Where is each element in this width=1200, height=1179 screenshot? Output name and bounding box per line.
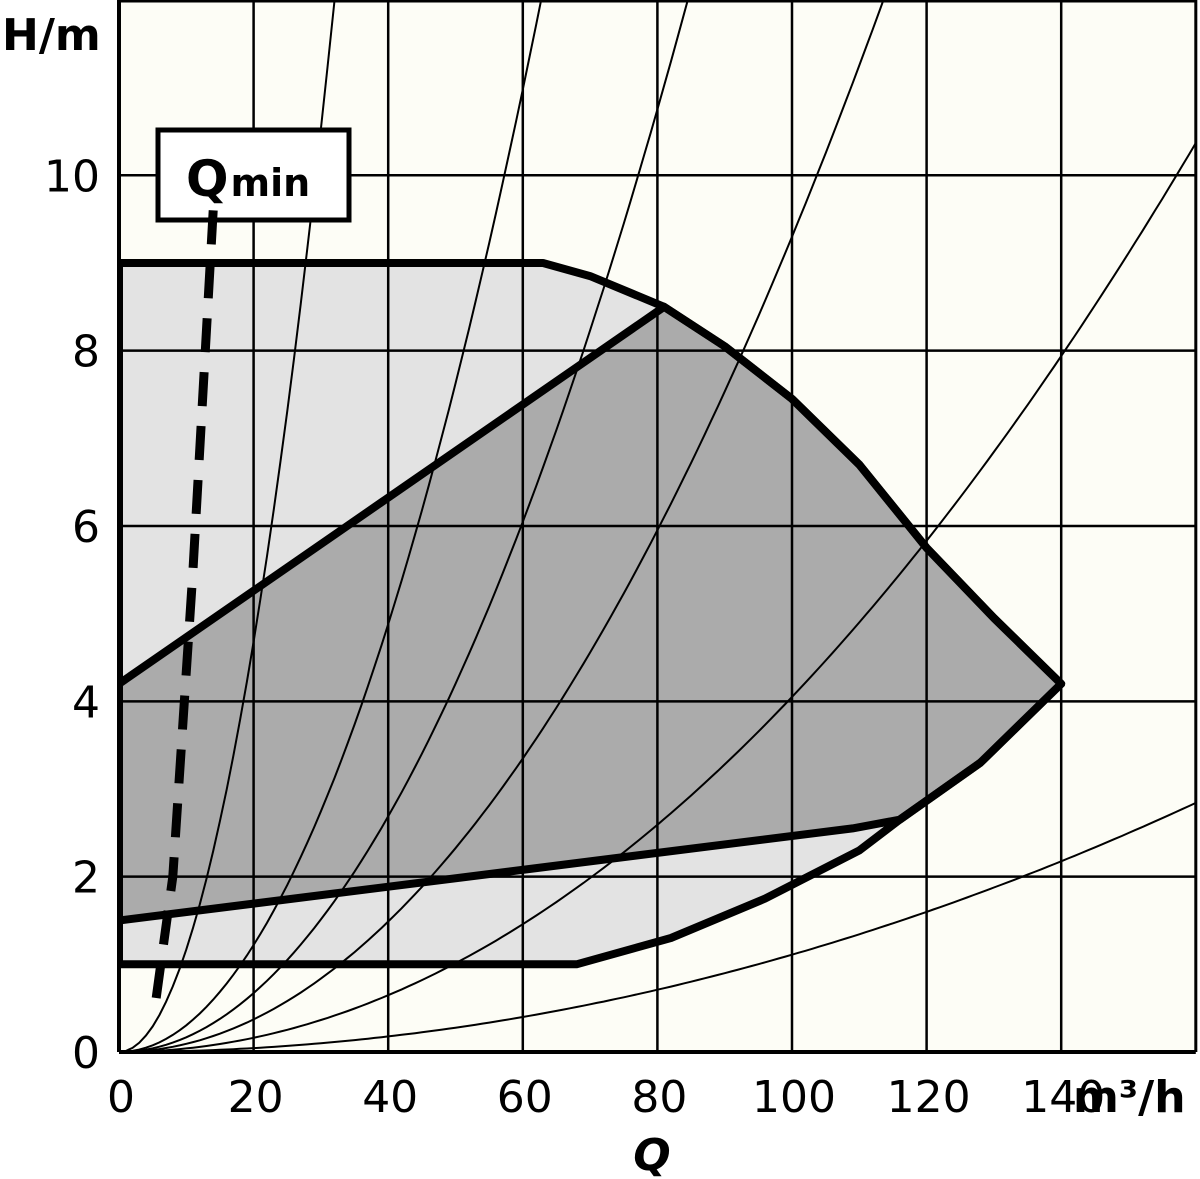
y-tick-label: 4 bbox=[72, 677, 100, 728]
x-tick-labels: 0 20 40 60 80 100 120 140 bbox=[107, 1072, 1105, 1123]
system-curve-0 bbox=[119, 0, 336, 1052]
operating-region-outline-1 bbox=[119, 302, 1066, 925]
y-tick-label: 0 bbox=[72, 1028, 100, 1079]
qmin-label-sub: min bbox=[231, 161, 311, 205]
x-tick-label: 140 bbox=[1021, 1072, 1105, 1123]
system-curve-2 bbox=[119, 0, 689, 1052]
y-axis-label: H/m bbox=[2, 10, 101, 61]
y-tick-label: 10 bbox=[44, 151, 100, 202]
system-curve-3 bbox=[119, 0, 885, 1052]
x-tick-label: 40 bbox=[362, 1072, 418, 1123]
operating-region-fill-1 bbox=[119, 306, 1062, 921]
system-curve-1 bbox=[119, 0, 543, 1052]
x-tick-label: 80 bbox=[631, 1072, 687, 1123]
x-axis-label: Q bbox=[633, 1130, 670, 1179]
x-tick-label: 60 bbox=[497, 1072, 553, 1123]
system-curve-5 bbox=[119, 801, 1196, 1052]
y-tick-label: 2 bbox=[72, 853, 100, 904]
qmin-dashed-line bbox=[151, 210, 218, 1001]
svg-text:Qmin: Qmin bbox=[186, 150, 310, 208]
axes bbox=[117, 0, 1198, 1054]
x-tick-label: 100 bbox=[752, 1072, 836, 1123]
y-tick-labels: 0 2 4 6 8 10 bbox=[44, 151, 100, 1079]
region-outlines bbox=[119, 259, 1066, 969]
x-axis-unit: m³/h bbox=[1073, 1072, 1186, 1123]
system-curves bbox=[119, 0, 1196, 1052]
qmin-label-main: Q bbox=[186, 150, 229, 208]
qmin-line-layer bbox=[151, 210, 218, 1001]
y-tick-label: 6 bbox=[72, 502, 100, 553]
system-curve-4 bbox=[119, 142, 1196, 1052]
x-tick-label: 0 bbox=[107, 1072, 135, 1123]
qmin-label-box: Qmin bbox=[155, 127, 352, 223]
y-tick-label: 8 bbox=[72, 327, 100, 378]
x-tick-label: 120 bbox=[887, 1072, 971, 1123]
x-tick-label: 20 bbox=[228, 1072, 284, 1123]
operating-regions bbox=[119, 263, 1062, 965]
